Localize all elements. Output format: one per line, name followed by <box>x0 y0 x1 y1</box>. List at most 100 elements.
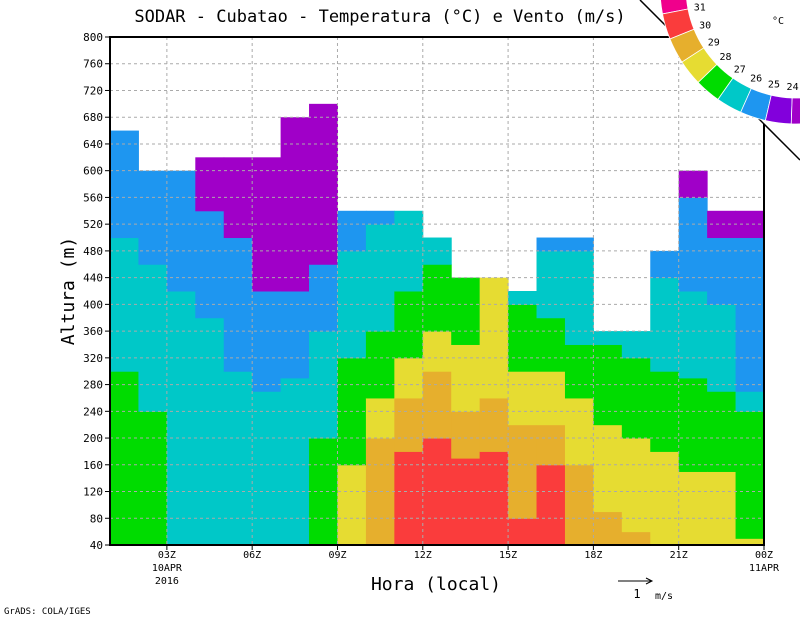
y-tick-label: 640 <box>83 138 103 151</box>
heatmap-cell <box>252 391 282 546</box>
heatmap-cell <box>678 471 708 546</box>
heatmap-cell <box>365 397 395 439</box>
heatmap-cell <box>394 397 424 452</box>
heatmap-cell <box>650 451 680 546</box>
legend-swatch <box>790 97 800 125</box>
y-tick-label: 480 <box>83 245 103 258</box>
heatmap-cell <box>735 237 765 392</box>
x-tick-label: 15Z <box>499 550 517 561</box>
heatmap-cell <box>621 331 651 359</box>
y-tick-label: 80 <box>90 512 103 525</box>
heatmap-cell <box>479 451 509 546</box>
heatmap-cell <box>195 157 225 212</box>
heatmap-cell <box>593 424 623 513</box>
heatmap-cell <box>735 391 765 412</box>
heatmap-cell <box>508 371 538 426</box>
y-tick-label: 200 <box>83 432 103 445</box>
y-tick-label: 760 <box>83 58 103 71</box>
legend-label: 26 <box>750 74 762 85</box>
y-tick-label: 40 <box>90 539 103 552</box>
heatmap-cell <box>621 531 651 546</box>
heatmap-cell <box>508 518 538 546</box>
heatmap-cell <box>451 411 481 459</box>
heatmap-cell <box>309 264 338 332</box>
heatmap-cell <box>536 371 566 426</box>
heatmap-cell <box>337 464 367 546</box>
footer-credit: GrADS: COLA/IGES <box>4 607 91 617</box>
chart-title: SODAR - Cubatao - Temperatura (°C) e Ven… <box>134 7 625 27</box>
x-tick-label: 18Z <box>584 550 602 561</box>
heatmap-cell <box>252 291 282 392</box>
heatmap-cell <box>422 264 452 332</box>
legend-label: 28 <box>719 52 731 63</box>
x-tick-label: 06Z <box>243 550 261 561</box>
reference-unit: m/s <box>655 591 673 602</box>
heatmap-cell <box>451 344 481 412</box>
legend-label: 29 <box>708 37 720 48</box>
heatmap-cell <box>337 210 367 252</box>
legend-label: 27 <box>734 64 746 75</box>
heatmap-cell <box>678 377 708 472</box>
y-tick-label: 240 <box>83 405 103 418</box>
heatmap-cell <box>508 304 538 372</box>
heatmap-cell <box>707 471 737 546</box>
heatmap-cell <box>621 438 651 533</box>
heatmap-cell <box>195 317 225 546</box>
reference-value: 1 <box>633 587 640 601</box>
heatmap-cell <box>280 291 310 379</box>
x-tick-label: 00Z <box>755 550 773 561</box>
heatmap-cell <box>564 397 594 466</box>
x-tick-label: 09Z <box>328 550 346 561</box>
heatmap-cell <box>365 331 395 399</box>
y-tick-label: 560 <box>83 191 103 204</box>
y-tick-label: 360 <box>83 325 103 338</box>
y-tick-label: 320 <box>83 352 103 365</box>
heatmap-cell <box>564 344 594 399</box>
heatmap-cell <box>138 170 168 265</box>
legend-unit: °C <box>772 16 784 27</box>
x-tick-label: 03Z <box>158 550 176 561</box>
heatmap-cell <box>593 511 623 546</box>
heatmap-cell <box>678 291 708 379</box>
heatmap-cell <box>735 411 765 539</box>
y-tick-label: 120 <box>83 486 103 499</box>
heatmap-cell <box>536 464 566 546</box>
heatmap-cell <box>195 210 225 319</box>
heatmap-cell <box>280 377 310 546</box>
reference-arrowhead <box>645 577 654 585</box>
x-tick-year: 2016 <box>155 576 179 587</box>
heatmap-cell <box>536 237 566 252</box>
heatmap-cell <box>508 291 538 305</box>
heatmap-cell <box>707 391 737 472</box>
heatmap-cell <box>479 277 509 399</box>
heatmap-cell <box>223 371 253 546</box>
heatmap-cell <box>536 250 566 319</box>
x-tick-date: 10APR <box>152 563 183 574</box>
heatmap-cell <box>394 357 424 399</box>
heatmap-cell <box>394 291 424 359</box>
heatmap-cell <box>394 451 424 546</box>
plot-frame <box>109 36 765 546</box>
y-tick-label: 160 <box>83 459 103 472</box>
heatmap-cell <box>110 371 139 546</box>
legend-label: 31 <box>694 3 706 14</box>
heatmap-cell <box>479 397 509 452</box>
y-tick-label: 680 <box>83 111 103 124</box>
heatmap-cell <box>564 250 594 345</box>
heatmap-cell <box>564 464 594 546</box>
x-tick-date: 11APR <box>749 563 780 574</box>
y-tick-label: 800 <box>83 31 103 44</box>
legend-label: 30 <box>699 21 711 32</box>
y-tick-label: 600 <box>83 165 103 178</box>
legend-label: 25 <box>768 79 780 90</box>
heatmap-cell <box>508 424 538 519</box>
y-tick-label: 520 <box>83 218 103 231</box>
heatmap-cell <box>707 237 737 305</box>
vector-reference: 1 m/s <box>618 577 673 602</box>
heatmap-cell <box>110 130 139 239</box>
heatmap-cell <box>166 170 196 292</box>
heatmap-cell <box>451 458 481 546</box>
heatmap-cell <box>564 237 594 252</box>
x-axis-label: Hora (local) <box>371 574 501 595</box>
